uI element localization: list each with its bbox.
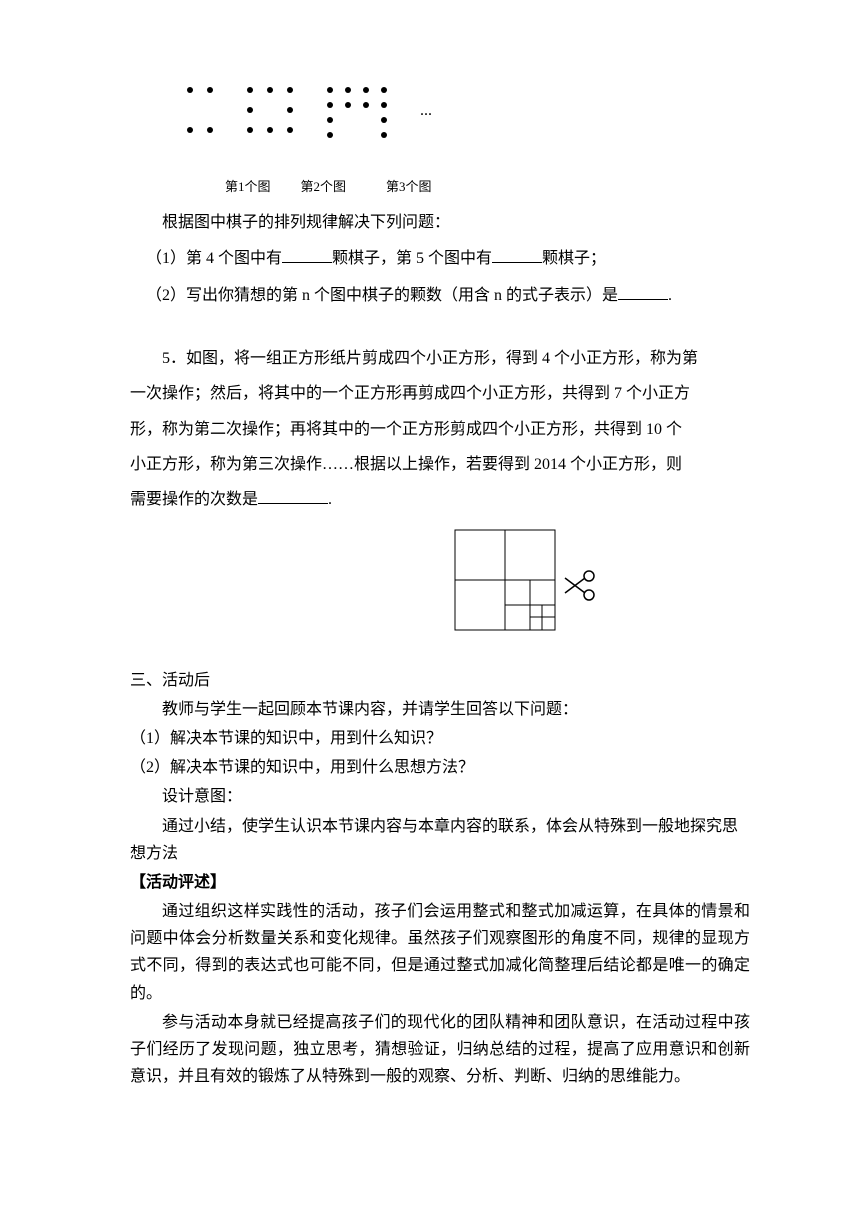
- question-1: （1）第 4 个图中有 颗棋子，第 5 个图中有 颗棋子；: [130, 244, 750, 274]
- s3-eval-p1: 通过组织这样实践性的活动，孩子们会运用整式和整式加减运算，在具体的情景和问题中体…: [130, 898, 750, 1007]
- q1-text2: 颗棋子，第 5 个图中有: [332, 250, 492, 267]
- s3-design: 设计意图：: [130, 783, 750, 810]
- question-5: 5．如图，将一组正方形纸片剪成四个小正方形，得到 4 个小正方形，称为第 一次操…: [130, 341, 750, 517]
- s3-title: 三、活动后: [130, 667, 750, 694]
- s3-p2: 通过小结，使学生认识本节课内容与本章内容的联系，体会从特殊到一般地探究思想方法: [130, 813, 750, 867]
- q5-line4: 小正方形，称为第三次操作……根据以上操作，若要得到 2014 个小正方形，则: [130, 447, 750, 482]
- q5-line1: 5．如图，将一组正方形纸片剪成四个小正方形，得到 4 个小正方形，称为第: [130, 341, 750, 376]
- label-fig2: 第2个图: [301, 175, 347, 200]
- dots-svg: ...: [180, 80, 460, 160]
- question-2: （2）写出你猜想的第 n 个图中棋子的颗数（用含 n 的式子表示）是.: [130, 281, 750, 311]
- label-fig1: 第1个图: [225, 175, 271, 200]
- blank-2: [492, 247, 542, 263]
- q1-text1: （1）第 4 个图中有: [146, 250, 282, 267]
- blank-1: [282, 247, 332, 263]
- blank-4: [258, 488, 328, 504]
- q5-line2: 一次操作；然后，将其中的一个正方形再剪成四个小正方形，共得到 7 个小正方: [130, 376, 750, 411]
- q2-text1: （2）写出你猜想的第 n 个图中棋子的颗数（用含 n 的式子表示）是: [146, 287, 618, 304]
- q5-line3: 形，称为第二次操作；再将其中的一个正方形剪成四个小正方形，共得到 10 个: [130, 412, 750, 447]
- q1-text3: 颗棋子；: [542, 250, 606, 267]
- dots-figures: ... 第1个图 第2个图 第3个图: [180, 80, 750, 200]
- q5-text5a: 需要操作的次数是: [130, 491, 258, 508]
- section-3: 三、活动后 教师与学生一起回顾本节课内容，并请学生回答以下问题： （1）解决本节…: [130, 667, 750, 1091]
- scissors-diagram: [450, 525, 750, 646]
- s3-eval-p2: 参与活动本身就已经提高孩子们的现代化的团队精神和团队意识，在活动过程中孩子们经历…: [130, 1009, 750, 1091]
- q5-text5b: .: [328, 491, 332, 508]
- dots-labels: 第1个图 第2个图 第3个图: [225, 175, 750, 200]
- scissors-svg: [450, 525, 620, 635]
- intro-text: 根据图中棋子的排列规律解决下列问题：: [130, 208, 750, 238]
- q2-text2: .: [668, 287, 672, 304]
- s3-q2: （2）解决本节课的知识中，用到什么思想方法？: [130, 754, 750, 781]
- label-fig3: 第3个图: [386, 175, 432, 200]
- s3-eval-title: 【活动评述】: [130, 869, 750, 896]
- s3-q1: （1）解决本节课的知识中，用到什么知识？: [130, 725, 750, 752]
- q5-line5: 需要操作的次数是.: [130, 482, 750, 517]
- blank-3: [618, 284, 668, 300]
- s3-p1: 教师与学生一起回顾本节课内容，并请学生回答以下问题：: [130, 696, 750, 723]
- ellipsis-text: ...: [420, 102, 432, 119]
